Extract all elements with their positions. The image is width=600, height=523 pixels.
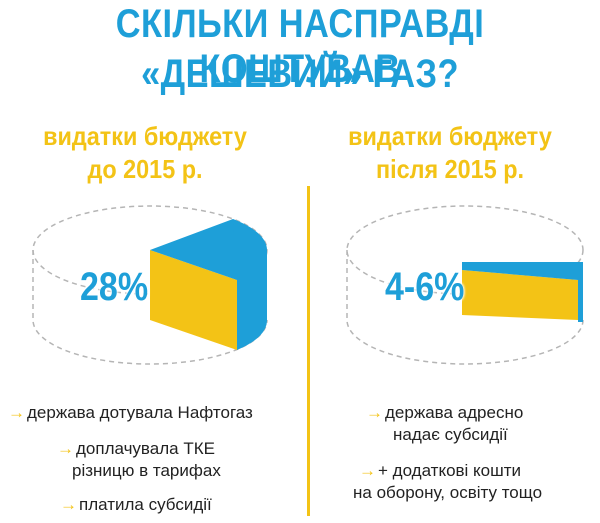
left-bullet-1: → держава дотувала Нафтогаз — [8, 402, 253, 424]
left-column-heading: видатки бюджету до 2015 р. — [15, 120, 276, 186]
left-pie-slice-yellow — [150, 250, 237, 350]
right-heading-line-2: після 2015 р. — [375, 154, 525, 184]
arrow-right-icon: → — [359, 461, 376, 480]
left-percent-label: 28% — [80, 265, 149, 309]
right-bullet-1-continued: надає субсидії — [393, 424, 508, 446]
right-heading-line-1: видатки бюджету — [348, 121, 552, 151]
left-pie-slice-blue-side — [233, 219, 268, 350]
arrow-right-icon: → — [366, 403, 383, 422]
left-heading-line-1: видатки бюджету — [43, 121, 247, 151]
left-bullet-2: → доплачувала ТКЕ — [57, 438, 215, 460]
left-bullet-2-text: доплачувала ТКЕ — [76, 439, 215, 458]
arrow-right-icon: → — [57, 439, 74, 458]
right-bullet-1-text: держава адресно — [385, 403, 524, 422]
left-pie-slice-blue-wedge — [150, 250, 267, 280]
right-percent-label: 4-6% — [385, 265, 465, 309]
right-pie-slice-blue-edge — [578, 262, 583, 322]
right-pie-top-outline — [346, 205, 584, 295]
left-bullet-2-continued: різницю в тарифах — [72, 460, 221, 482]
headline-line-1: СКІЛЬКИ НАСПРАВДІ КОШТУВАВ — [115, 2, 485, 91]
right-bullet-2-text: + додаткові кошти — [378, 461, 522, 480]
left-bullet-3-text: платила субсидії — [79, 495, 212, 514]
arrow-right-icon: → — [60, 495, 77, 514]
left-bullet-1-text: держава дотувала Нафтогаз — [27, 403, 253, 422]
headline-line-2: «ДЕШЕВИЙ» ГАЗ? — [141, 52, 459, 96]
column-divider — [307, 186, 310, 516]
right-pie-side-outline — [346, 250, 584, 365]
right-bullet-1b-text: надає субсидії — [393, 425, 508, 444]
right-pie-chart — [346, 205, 584, 365]
right-bullet-2b-text: на оборону, освіту тощо — [353, 483, 543, 502]
left-pie-chart — [32, 205, 268, 365]
left-bullet-3: → платила субсидії — [60, 494, 212, 516]
right-bullet-2-continued: на оборону, освіту тощо — [353, 482, 542, 504]
right-bullet-2: → + додаткові кошти — [359, 460, 521, 482]
right-pie-slice-yellow — [462, 270, 578, 320]
arrow-right-icon: → — [8, 403, 25, 422]
right-column-heading: видатки бюджету після 2015 р. — [320, 120, 581, 186]
left-heading-line-2: до 2015 р. — [87, 154, 203, 184]
right-pie-slice-blue — [462, 262, 578, 280]
right-bullet-1: → держава адресно — [366, 402, 523, 424]
left-bullet-2b-text: різницю в тарифах — [72, 461, 221, 480]
